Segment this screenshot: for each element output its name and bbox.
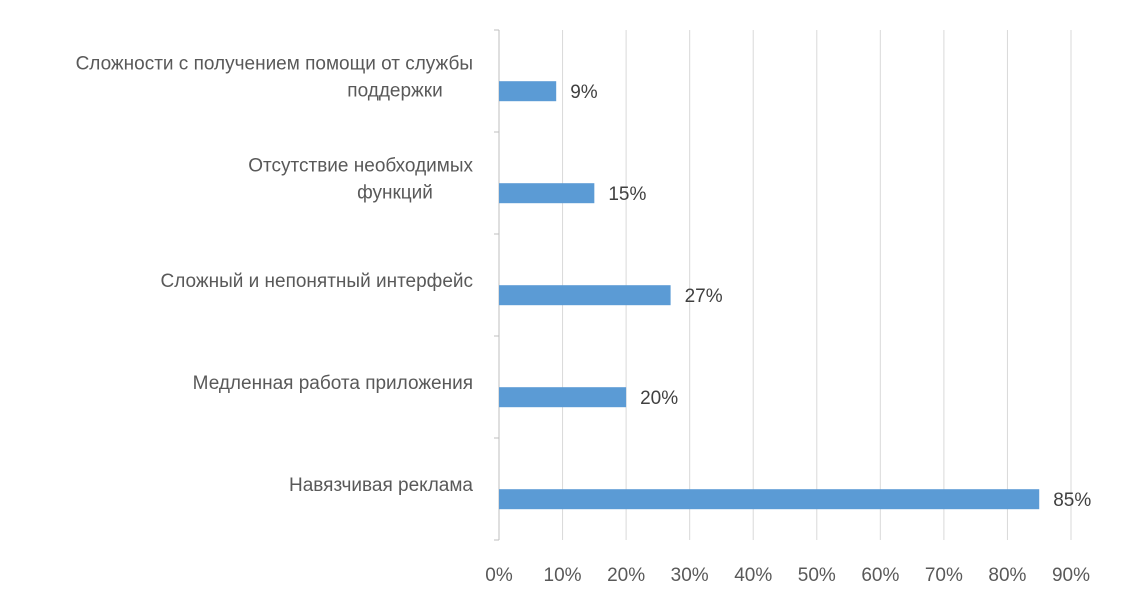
x-tick-label: 40% [734,565,772,586]
category-label-line: поддержки [347,80,442,101]
category-label: Сложный и непонятный интерфейс [161,271,474,292]
x-axis-tick-labels: 0% 10% 20% 30% 40% 50% 60% 70% 80% 90% [485,565,1090,586]
x-tick-label: 70% [925,565,963,586]
category-labels: Сложности с получением помощи от службы п… [76,53,474,496]
bar [499,81,557,102]
category-label-line: Сложности с получением помощи от службы [76,53,473,74]
category-label-line: Медленная работа приложения [193,373,473,394]
x-tick-label: 90% [1052,565,1090,586]
bar-value-label: 85% [1053,490,1091,511]
bar-value-label: 9% [570,82,598,103]
x-tick-label: 20% [607,565,645,586]
category-label: Медленная работа приложения [193,373,473,394]
category-label-line: Отсутствие необходимых [248,155,473,176]
x-tick-label: 60% [861,565,899,586]
category-label: Отсутствие необходимых функций [248,155,473,203]
bar-value-label: 20% [640,388,678,409]
category-label: Сложности с получением помощи от службы п… [76,53,473,101]
bar [499,285,671,306]
bar-value-label: 15% [608,184,646,205]
category-label-line: функций [357,182,433,203]
category-label-line: Сложный и непонятный интерфейс [161,271,474,292]
category-label: Навязчивая реклама [289,475,473,496]
bar [499,489,1040,510]
x-tick-label: 80% [988,565,1026,586]
bar [499,183,595,204]
x-tick-label: 30% [671,565,709,586]
category-axis [494,29,500,541]
category-label-line: Навязчивая реклама [289,475,473,496]
x-tick-label: 10% [544,565,582,586]
gridlines [562,30,1072,540]
data-labels: 9% 15% 27% 20% 85% [570,82,1091,511]
x-tick-label: 0% [485,565,513,586]
x-tick-label: 50% [798,565,836,586]
bars [499,81,1040,510]
bar [499,387,627,408]
bar-value-label: 27% [685,286,723,307]
